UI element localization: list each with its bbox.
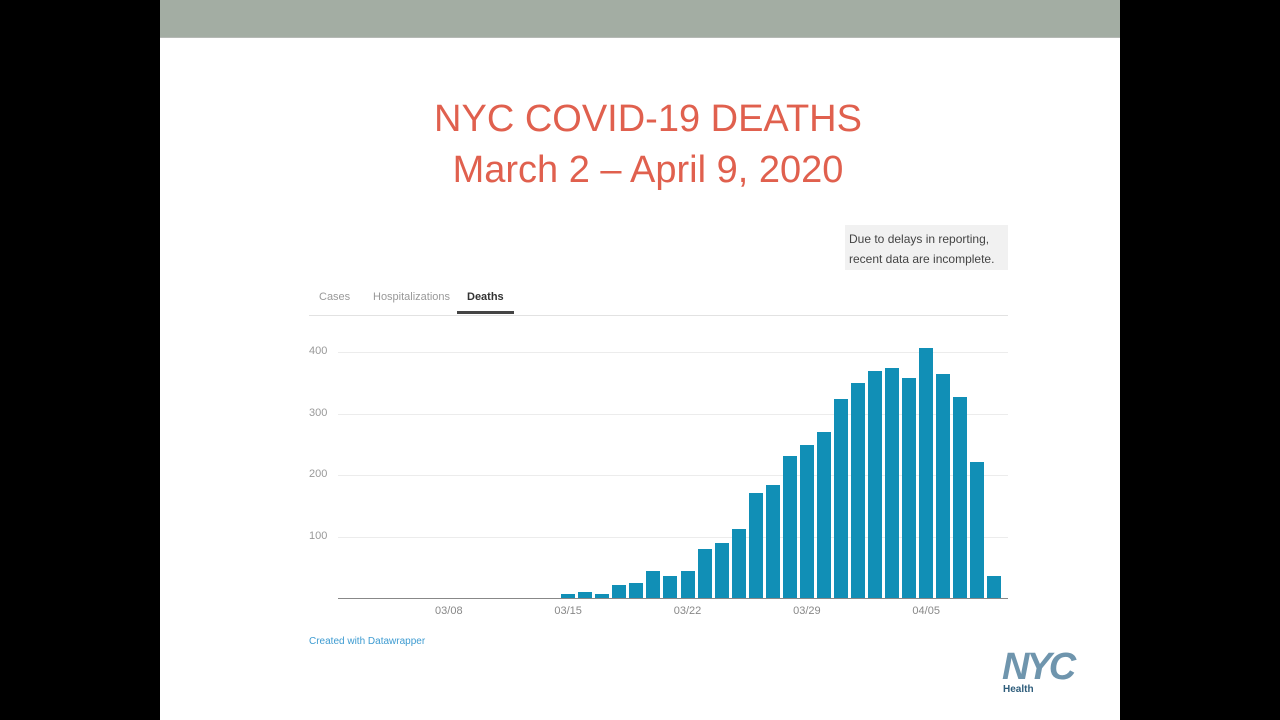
slide-title: NYC COVID-19 DEATHS (434, 98, 862, 140)
x-axis-tick-label: 03/29 (793, 605, 821, 617)
bar-04-04[interactable] (902, 377, 917, 598)
bar-03-21[interactable] (663, 575, 678, 598)
bar-03-20[interactable] (646, 570, 661, 598)
bar-03-24[interactable] (714, 543, 729, 598)
bar-03-18[interactable] (612, 585, 627, 598)
bar-03-19[interactable] (629, 583, 644, 598)
nyc-logo-mark: NYC (1002, 646, 1076, 688)
gridline (338, 536, 1008, 538)
y-axis-tick-label: 300 (309, 406, 328, 419)
x-axis-tick-label: 03/22 (673, 605, 702, 617)
bar-04-03[interactable] (885, 367, 900, 598)
bar-04-08[interactable] (970, 462, 985, 598)
slide-header-bar (160, 0, 1120, 38)
gridline (338, 413, 1008, 415)
bar-03-15[interactable] (561, 594, 576, 598)
bar-03-22[interactable] (680, 570, 695, 598)
x-axis-line (338, 598, 1008, 599)
chart-tabs: Cases Hospitalizations Deaths (309, 285, 1008, 316)
nyc-health-logo: NYC Health (1002, 648, 1106, 696)
bar-04-02[interactable] (868, 371, 883, 598)
bar-chart: 100 200 300 400 03/08 03/15 03/22 03/29 04/05 (160, 0, 1120, 720)
bar-03-27[interactable] (765, 484, 780, 598)
data-note: Due to delays in reporting, recent data … (845, 225, 1008, 270)
tab-deaths[interactable]: Deaths (457, 291, 514, 314)
tab-hospitalizations[interactable]: Hospitalizations (373, 291, 451, 303)
x-axis-tick-label: 04/05 (912, 605, 940, 617)
data-note-line1: Due to delays in reporting, (849, 232, 990, 246)
bar-03-16[interactable] (578, 591, 593, 598)
bar-03-17[interactable] (595, 594, 610, 598)
bar-03-28[interactable] (782, 455, 797, 598)
bar-03-26[interactable] (748, 492, 763, 598)
nyc-logo-health-text: Health (1003, 684, 1034, 695)
gridline (338, 475, 1008, 476)
bar-03-30[interactable] (816, 431, 831, 598)
bar-03-23[interactable] (697, 548, 712, 598)
slide-subtitle: March 2 – April 9, 2020 (452, 149, 844, 191)
data-note-line2: recent data are incomplete. (849, 252, 995, 266)
slide: NYC COVID-19 DEATHS March 2 – April 9, 2… (160, 0, 1120, 720)
bar-03-25[interactable] (731, 529, 746, 598)
y-axis-tick-label: 100 (309, 529, 328, 542)
x-axis-tick-label: 03/15 (554, 605, 582, 617)
y-axis-tick-label: 200 (309, 468, 328, 480)
y-axis-tick-label: 400 (309, 345, 328, 357)
bar-04-06[interactable] (936, 374, 951, 598)
datawrapper-credit-link[interactable]: Created with Datawrapper (309, 636, 426, 647)
bar-04-09[interactable] (987, 575, 1002, 598)
bar-04-07[interactable] (953, 396, 968, 598)
bar-03-31[interactable] (833, 398, 848, 598)
tab-cases[interactable]: Cases (319, 291, 351, 303)
bar-04-01[interactable] (851, 382, 865, 598)
gridline (338, 352, 1008, 353)
x-axis-tick-label: 03/08 (435, 605, 463, 617)
bar-03-29[interactable] (799, 444, 814, 598)
bar-04-05[interactable] (919, 347, 934, 598)
